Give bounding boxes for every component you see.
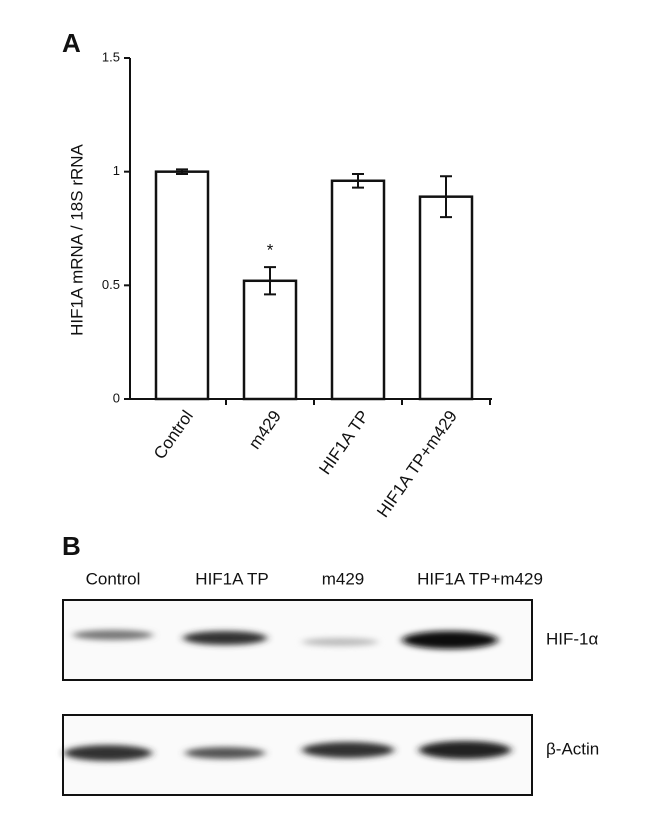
lane-label: HIF1A TP [195, 569, 268, 588]
x-tick-label: HIF1A TP [315, 407, 373, 478]
error-bar [440, 175, 452, 219]
bands [64, 741, 511, 761]
lane-label: HIF1A TP+m429 [417, 569, 543, 588]
band [64, 745, 152, 761]
band [302, 638, 378, 646]
band [185, 747, 265, 759]
y-tick-label: 0.5 [102, 277, 120, 292]
bar [154, 170, 210, 401]
panel-label: B [62, 531, 81, 561]
error-bar [176, 168, 188, 175]
band [73, 630, 153, 640]
x-tick-label: m429 [245, 407, 285, 453]
y-tick-label: 1 [113, 163, 120, 178]
lane-label: m429 [322, 569, 365, 588]
y-axis-label: HIF1A mRNA / 18S rRNA [67, 143, 86, 335]
protein-label: β-Actin [546, 739, 599, 758]
y-tick-label: 0 [113, 390, 120, 405]
x-tick-label: HIF1A TP+m429 [373, 407, 461, 521]
bar [418, 195, 474, 401]
annotation: * [267, 241, 274, 260]
band [402, 631, 498, 649]
band [302, 742, 394, 758]
lane-label: Control [86, 569, 141, 588]
band [419, 741, 511, 759]
bar [330, 179, 386, 401]
x-tick-label: Control [150, 407, 197, 463]
error-bar [352, 172, 364, 189]
error-bar [264, 266, 276, 296]
bands [73, 630, 498, 649]
protein-label: HIF-1α [546, 629, 599, 648]
band [183, 631, 267, 645]
y-tick-label: 1.5 [102, 49, 120, 64]
blot-lanes: Control HIF1A TP m429 HIF1A TP+m429 [86, 569, 543, 588]
bar [242, 279, 298, 401]
panel-label: A [62, 28, 81, 58]
